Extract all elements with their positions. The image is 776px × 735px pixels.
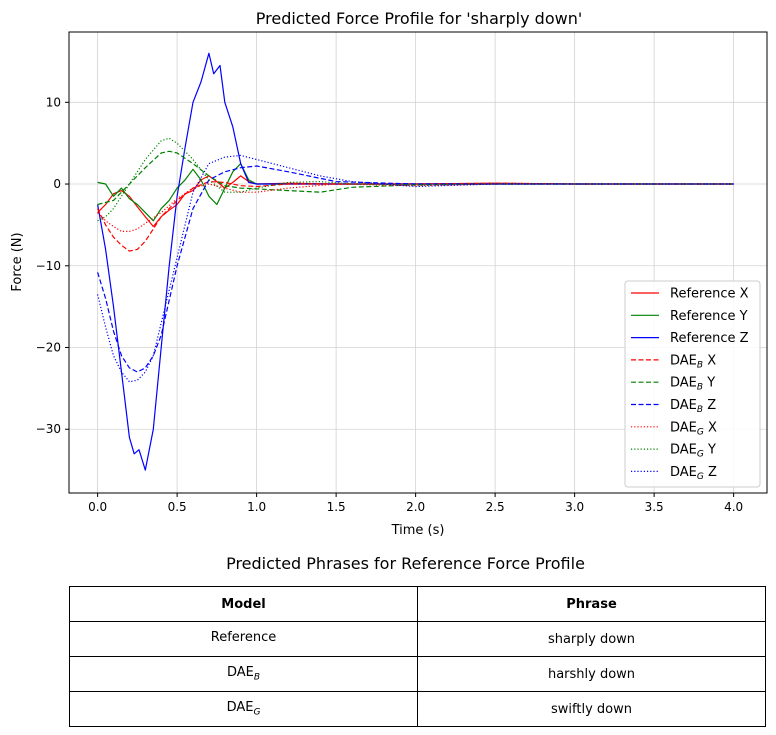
legend-label: DAEB X [670,353,716,370]
series-line-dae-g-y [97,137,734,222]
plot-frame [68,31,768,494]
x-tick-label: 4.0 [724,500,743,514]
series-line-dae-g-x [97,183,734,232]
x-tick-label: 3.5 [645,500,664,514]
legend-label: DAEG X [670,420,717,437]
axis-ticks: 0.0 0.5 1.0 1.5 2.0 2.5 3.0 3.5 4.0 −30 −20 −10 0 10 [36,95,743,514]
row-phrase: sharply down [417,621,766,657]
table-header-row: Model Phrase [69,586,766,622]
legend-label: Reference Z [670,331,749,346]
x-axis-label: Time (s) [391,523,445,538]
force-profile-chart: Predicted Force Profile for 'sharply dow… [10,9,768,538]
header-phrase: Phrase [417,586,766,622]
legend-label: Reference Y [670,309,748,324]
x-tick-label: 3.0 [565,500,584,514]
table-title: Predicted Phrases for Reference Force Pr… [226,554,585,573]
row-phrase: swiftly down [417,691,766,727]
legend-label: Reference X [670,287,749,302]
x-tick-label: 1.0 [247,500,266,514]
row-model: DAEB [69,656,418,692]
series-line-dae-b-z [97,165,734,373]
chart-title: Predicted Force Profile for 'sharply dow… [256,9,582,28]
table-row: DAEG swiftly down [69,691,766,727]
y-tick-label: −10 [36,259,61,273]
legend-frame [624,280,761,488]
series-line-dae-b-x [97,181,734,252]
row-phrase: harshly down [417,656,766,692]
row-model: DAEG [69,691,418,727]
y-tick-label: −20 [36,341,61,355]
y-tick-label: 10 [46,95,61,109]
x-tick-label: 0.0 [88,500,107,514]
legend-label: DAEG Y [670,443,716,460]
table-row: DAEB harshly down [69,656,766,692]
row-model: Reference [69,621,418,657]
series-line-dae-g-z [97,154,734,383]
legend-label: DAEG Z [670,465,717,482]
phrase-table: Model Phrase Reference sharply down DAEB… [69,586,766,727]
legend-label: DAEB Y [670,376,715,393]
y-tick-label: 0 [53,177,61,191]
y-tick-label: −30 [36,422,61,436]
x-tick-label: 2.0 [406,500,425,514]
header-model: Model [69,586,418,622]
x-tick-label: 0.5 [168,500,187,514]
x-tick-label: 2.5 [486,500,505,514]
y-axis-label: Force (N) [10,232,25,291]
series-lines [97,52,734,471]
x-tick-label: 1.5 [327,500,346,514]
legend-label: DAEB Z [670,398,716,415]
legend: Reference X Reference Y Reference Z DAEB X D… [624,280,761,488]
table-row: Reference sharply down [69,621,766,657]
